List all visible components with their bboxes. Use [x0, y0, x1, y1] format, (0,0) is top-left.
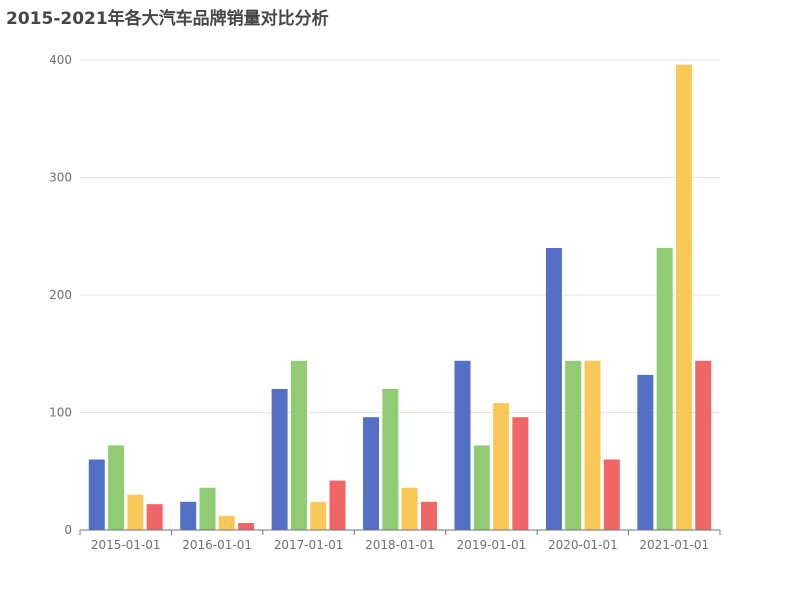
bar	[473, 445, 490, 530]
bar	[401, 487, 418, 530]
x-axis-tick-labels: 2015-01-01 2016-01-01 2017-01-01 2018-01-01…	[91, 538, 709, 552]
y-tick-label: 0	[64, 523, 72, 537]
y-axis-tick-labels: 0 100 200 300 400	[49, 53, 72, 537]
bar	[656, 248, 673, 530]
bar	[238, 522, 255, 530]
bar	[545, 248, 562, 530]
bar	[199, 487, 216, 530]
bar	[290, 360, 307, 530]
bar	[180, 501, 197, 530]
y-tick-label: 400	[49, 53, 72, 67]
x-tick-label: 2017-01-01	[274, 538, 344, 552]
x-tick-label: 2015-01-01	[91, 538, 161, 552]
bar	[565, 360, 582, 530]
y-tick-label: 200	[49, 288, 72, 302]
bar	[420, 501, 437, 530]
bar	[493, 403, 510, 530]
y-tick-label: 100	[49, 406, 72, 420]
bars	[88, 64, 712, 530]
x-tick-label: 2018-01-01	[365, 538, 435, 552]
bar	[108, 445, 125, 530]
bar	[603, 459, 620, 530]
bar	[454, 360, 471, 530]
x-tick-label: 2020-01-01	[548, 538, 618, 552]
bar	[218, 515, 235, 530]
x-tick-label: 2021-01-01	[639, 538, 709, 552]
x-tick-label: 2016-01-01	[182, 538, 252, 552]
chart-title: 2015-2021年各大汽车品牌销量对比分析	[6, 9, 329, 29]
grid-lines	[80, 59, 720, 413]
bar	[88, 459, 105, 530]
bar	[146, 504, 163, 530]
y-tick-label: 300	[49, 171, 72, 185]
bar	[584, 360, 601, 530]
bar	[329, 480, 346, 530]
bar	[363, 417, 380, 530]
bar	[512, 417, 529, 530]
bar	[271, 389, 288, 530]
bar	[637, 374, 654, 530]
bar	[127, 494, 144, 530]
bar	[382, 389, 399, 530]
bar	[695, 360, 712, 530]
x-axis	[79, 529, 721, 535]
bar	[310, 501, 327, 530]
x-tick-label: 2019-01-01	[457, 538, 527, 552]
bar	[675, 64, 692, 530]
